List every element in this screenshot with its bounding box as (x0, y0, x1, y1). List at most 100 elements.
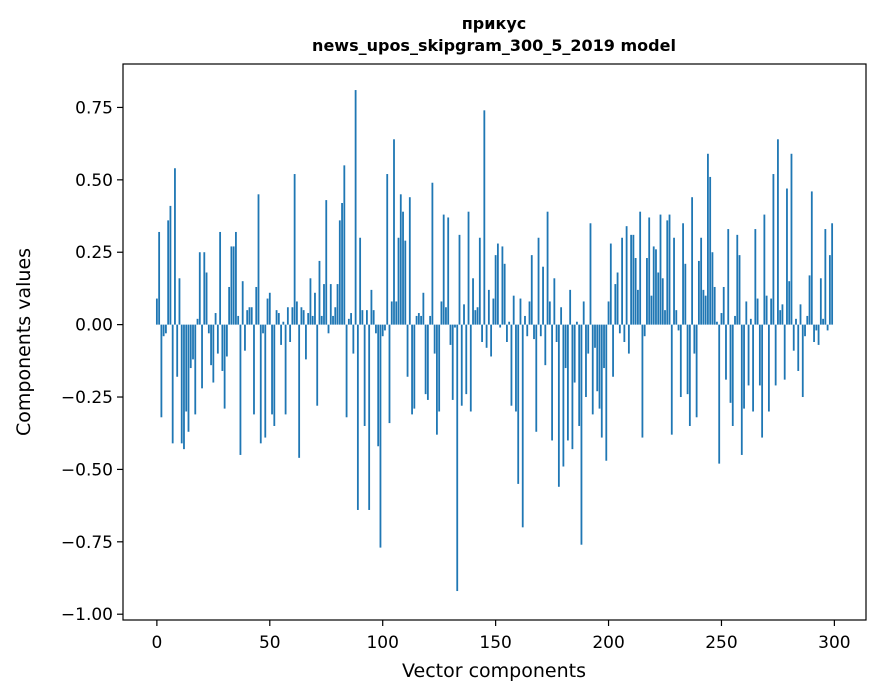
bar (305, 324, 307, 360)
bar (659, 214, 662, 325)
bar (632, 234, 635, 325)
bar (178, 278, 181, 325)
bar (734, 315, 736, 325)
bar (377, 324, 380, 447)
bar (241, 281, 244, 325)
bar (747, 324, 750, 386)
bar (589, 223, 592, 325)
x-tick-label: 300 (818, 633, 850, 653)
bar (408, 197, 411, 325)
bar (286, 307, 289, 325)
bar (707, 153, 709, 325)
bar (786, 188, 788, 325)
bar (634, 258, 637, 325)
bar (454, 324, 456, 328)
bar (695, 324, 698, 418)
bar (295, 301, 298, 325)
bar (487, 289, 490, 325)
bar (684, 263, 687, 325)
bar (205, 272, 208, 325)
bars-group (155, 90, 834, 592)
bar (302, 310, 305, 325)
bar (688, 324, 691, 426)
bar (781, 304, 784, 325)
bar (282, 321, 285, 325)
bar (797, 324, 800, 371)
y-axis: −1.00 −0.75 −0.50 −0.25 0.00 0.25 0.50 0.75 (61, 98, 123, 625)
bar (438, 324, 441, 412)
bar (259, 324, 262, 444)
x-axis-label: Vector components (402, 660, 586, 682)
bar (352, 324, 355, 354)
bar (232, 246, 235, 325)
bar (777, 139, 779, 325)
bar (158, 231, 161, 325)
bar (772, 174, 775, 325)
bar (679, 324, 682, 398)
bar (548, 301, 551, 325)
bar (743, 324, 745, 409)
bar (521, 324, 524, 528)
bar (501, 246, 504, 325)
bar (467, 211, 470, 325)
bar (546, 211, 549, 325)
bar (300, 307, 303, 325)
y-tick-label: −1.00 (61, 605, 113, 625)
bar (652, 246, 655, 325)
bar (284, 324, 287, 415)
bar (533, 324, 535, 340)
bar (675, 310, 678, 325)
bar (828, 255, 831, 325)
bar (614, 284, 617, 325)
bar (216, 324, 219, 354)
bar (499, 324, 502, 328)
bar (244, 324, 246, 351)
bar (650, 295, 653, 325)
bar (338, 220, 341, 325)
bar (738, 255, 741, 325)
x-tick-label: 50 (259, 633, 281, 653)
bar (729, 324, 732, 403)
bar (345, 324, 348, 418)
bar (790, 153, 793, 325)
bar (555, 324, 558, 342)
y-tick-label: 0.25 (75, 243, 113, 263)
bar (343, 165, 346, 325)
bar (677, 324, 680, 331)
bar (490, 324, 493, 357)
bar (370, 289, 373, 325)
bar (266, 298, 269, 325)
bar (329, 284, 332, 325)
bar (350, 313, 352, 325)
bar (291, 307, 294, 325)
bar (246, 310, 249, 325)
bar (165, 324, 167, 334)
bar (697, 260, 700, 325)
chart-title: прикус (462, 14, 527, 33)
y-tick-label: 0.50 (75, 171, 113, 191)
bar (826, 324, 829, 331)
bar (767, 324, 770, 412)
bar (641, 324, 644, 438)
bar (422, 292, 425, 325)
bar (214, 313, 217, 325)
bar (657, 272, 660, 325)
y-tick-label: −0.25 (61, 388, 113, 408)
bar (537, 237, 540, 325)
bar (630, 234, 633, 325)
bar (524, 315, 526, 325)
bar (223, 324, 226, 409)
bar (722, 286, 725, 325)
bar (625, 226, 628, 325)
bar (544, 324, 547, 366)
bar (804, 324, 806, 337)
bar (774, 324, 777, 386)
bar (228, 286, 231, 325)
bar (420, 315, 423, 325)
bar (307, 313, 310, 325)
bar (503, 263, 506, 325)
bar (492, 298, 495, 325)
bar (207, 324, 210, 334)
bar (361, 310, 364, 325)
bar (379, 324, 382, 548)
